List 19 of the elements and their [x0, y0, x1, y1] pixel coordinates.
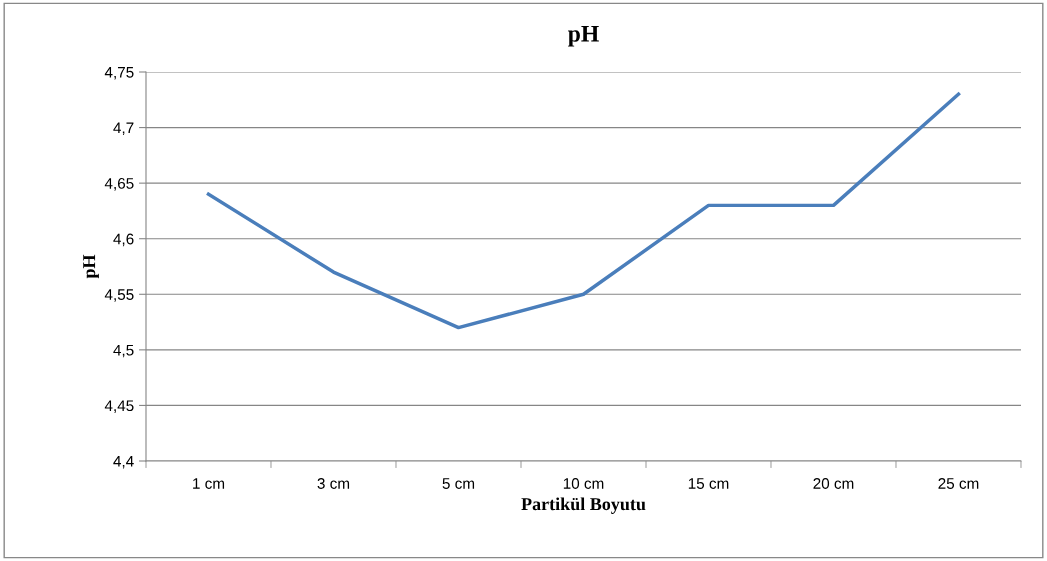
x-tick-label: 15 cm — [688, 478, 729, 489]
y-tick-label: 4,5 — [113, 344, 134, 358]
x-tick-label: 25 cm — [938, 478, 979, 489]
line-series — [206, 92, 961, 330]
x-tick-label: 20 cm — [813, 478, 854, 489]
y-tick-label: 4,7 — [113, 122, 134, 136]
x-tick-label: 3 cm — [317, 478, 350, 489]
x-axis-title: Partikül Boyutu — [521, 497, 646, 514]
y-tick-label: 4,65 — [104, 178, 134, 191]
y-tick-label: 4,4 — [113, 456, 134, 469]
y-tick-label: 4,55 — [104, 289, 134, 302]
chart-title: pH — [568, 25, 599, 47]
y-tick-label: 4,6 — [113, 233, 134, 247]
y-tick-label: 4,75 — [104, 67, 134, 80]
y-tick-label: 4,45 — [104, 400, 134, 413]
x-tick-label: 5 cm — [442, 478, 475, 489]
y-axis-title: pH — [83, 254, 99, 279]
x-tick-label: 10 cm — [563, 478, 604, 489]
x-tick-label: 1 cm — [193, 478, 225, 489]
